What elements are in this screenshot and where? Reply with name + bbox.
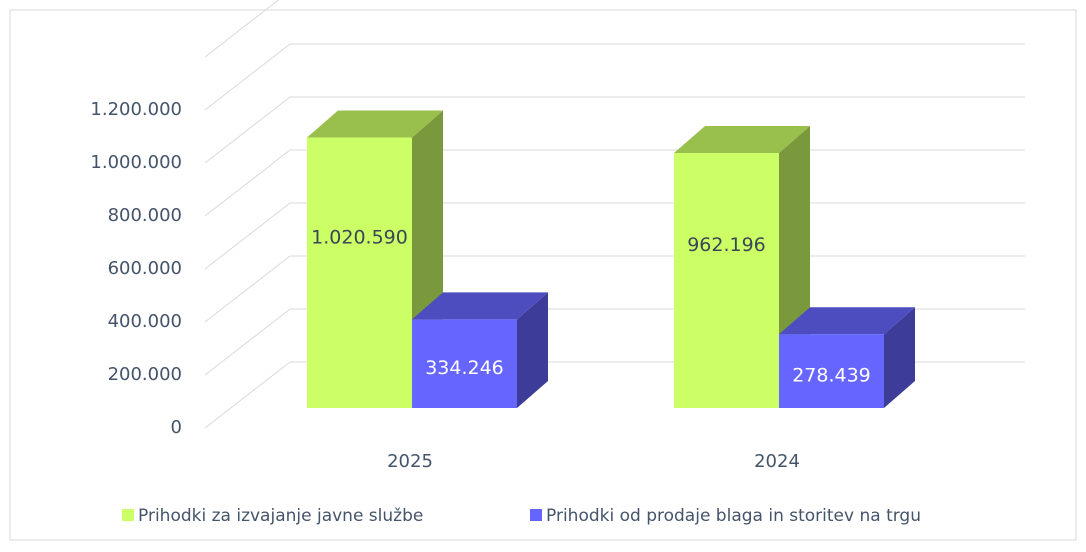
data-label: 278.439 [792, 365, 871, 387]
bar [674, 153, 779, 408]
grid-line [204, 43, 291, 111]
bar-side [517, 292, 548, 408]
bar-top [412, 292, 548, 320]
bar-top [674, 126, 810, 154]
bar-side [884, 307, 915, 408]
grid-line [204, 308, 291, 376]
data-label: 962.196 [687, 234, 766, 256]
bar-top [307, 110, 443, 138]
bar [307, 137, 412, 409]
x-tick-label: 2024 [754, 451, 800, 472]
legend-swatch [122, 509, 134, 521]
y-tick-label: 200.000 [108, 364, 182, 385]
y-tick-label: 1.000.000 [90, 152, 182, 173]
grid-line [204, 361, 291, 429]
legend-swatch [530, 509, 542, 521]
bar [779, 334, 884, 408]
legend-label: Prihodki od prodaje blaga in storitev na… [546, 506, 921, 526]
y-tick-label: 400.000 [108, 311, 182, 332]
wall-edge [204, 0, 280, 58]
grid-line [204, 255, 291, 323]
bar-top [779, 307, 915, 335]
data-label: 334.246 [425, 357, 504, 379]
data-label: 1.020.590 [311, 226, 408, 248]
y-tick-label: 1.200.000 [90, 99, 182, 120]
x-tick-label: 2025 [387, 451, 433, 472]
bar [412, 319, 517, 408]
grid-line [204, 96, 291, 164]
y-tick-label: 0 [171, 417, 182, 438]
chart-frame [9, 9, 1077, 541]
y-tick-label: 800.000 [108, 205, 182, 226]
grid-line [204, 149, 291, 217]
grid-line [204, 202, 291, 270]
y-tick-label: 600.000 [108, 258, 182, 279]
legend-label: Prihodki za izvajanje javne službe [138, 506, 423, 526]
